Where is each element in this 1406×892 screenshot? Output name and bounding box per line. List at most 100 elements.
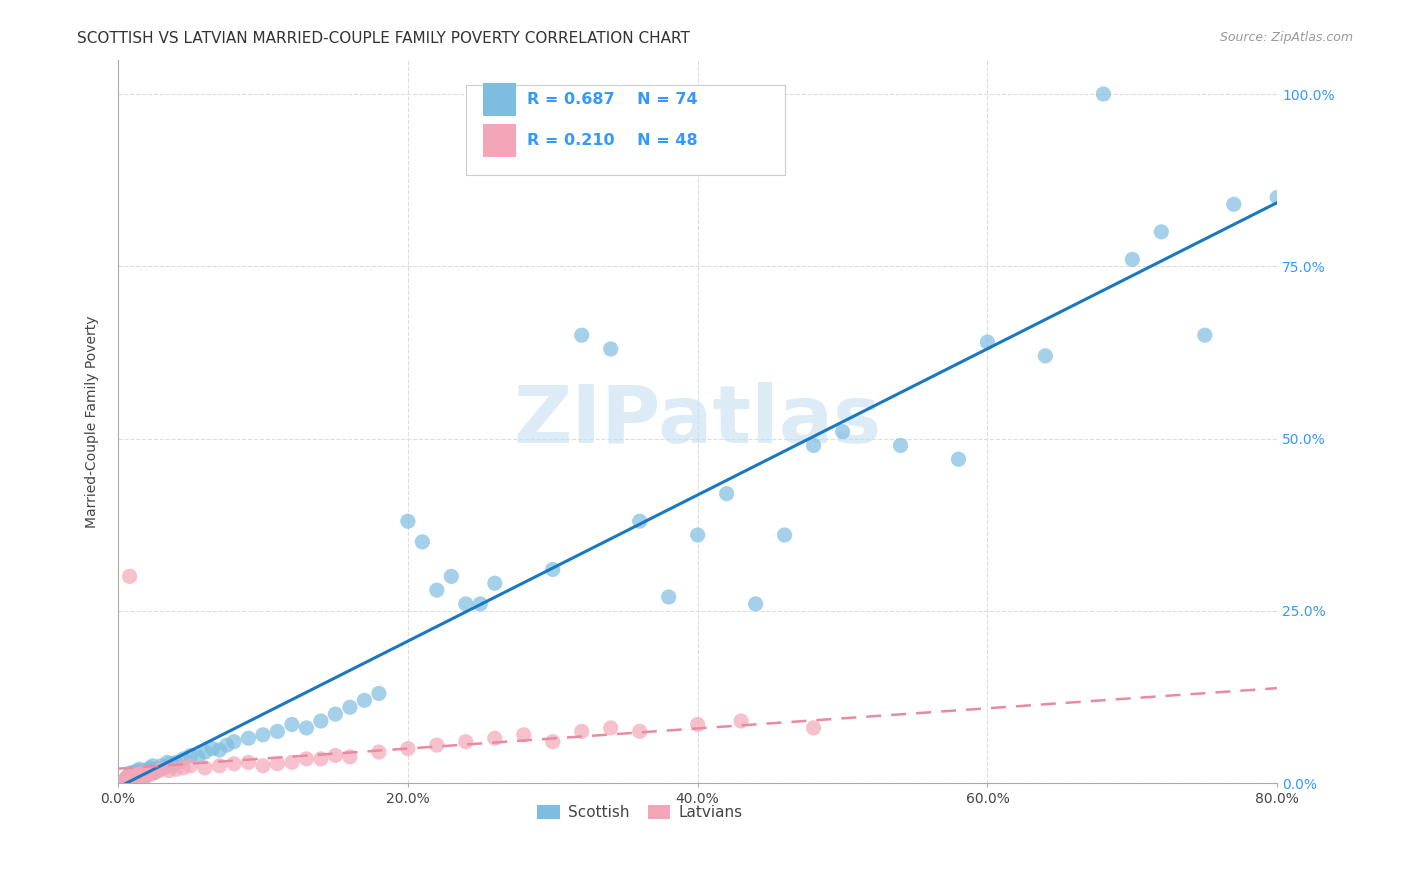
Point: [803, 721, 825, 735]
Point: [148, 764, 170, 778]
Point: [117, 769, 139, 783]
Point: [353, 693, 375, 707]
Point: [131, 768, 153, 782]
Point: [134, 769, 156, 783]
Point: [208, 743, 231, 757]
Point: [187, 749, 209, 764]
Point: [222, 756, 245, 771]
Point: [803, 438, 825, 452]
FancyBboxPatch shape: [465, 85, 785, 176]
Point: [396, 514, 419, 528]
Point: [143, 765, 166, 780]
Point: [976, 335, 998, 350]
Point: [1092, 87, 1115, 101]
Point: [150, 759, 173, 773]
Point: [115, 771, 138, 785]
Point: [201, 741, 224, 756]
Point: [339, 700, 361, 714]
Point: [136, 765, 159, 780]
Point: [440, 569, 463, 583]
Text: ZIPatlas: ZIPatlas: [513, 383, 882, 460]
Point: [117, 769, 139, 783]
Point: [122, 768, 145, 782]
Point: [165, 762, 187, 776]
Text: Source: ZipAtlas.com: Source: ZipAtlas.com: [1219, 31, 1353, 45]
Text: R = 0.210    N = 48: R = 0.210 N = 48: [527, 133, 697, 148]
Point: [628, 724, 651, 739]
Point: [172, 761, 194, 775]
Point: [162, 759, 184, 773]
Point: [120, 771, 142, 785]
Point: [309, 752, 332, 766]
Point: [1035, 349, 1057, 363]
Point: [367, 745, 389, 759]
Point: [454, 597, 477, 611]
Point: [131, 765, 153, 780]
Point: [309, 714, 332, 728]
Legend: Scottish, Latvians: Scottish, Latvians: [531, 798, 748, 826]
Point: [139, 768, 162, 782]
Point: [513, 728, 536, 742]
Point: [484, 576, 506, 591]
Point: [773, 528, 796, 542]
Point: [686, 717, 709, 731]
Point: [139, 761, 162, 775]
Point: [127, 768, 149, 782]
Y-axis label: Married-Couple Family Poverty: Married-Couple Family Poverty: [86, 315, 100, 527]
Point: [165, 756, 187, 770]
Point: [396, 741, 419, 756]
Point: [142, 759, 165, 773]
Point: [541, 562, 564, 576]
Point: [121, 769, 143, 783]
Point: [252, 759, 274, 773]
Point: [128, 769, 150, 783]
Point: [1265, 190, 1288, 204]
Point: [426, 738, 449, 752]
Point: [948, 452, 970, 467]
Point: [1194, 328, 1216, 343]
Point: [222, 735, 245, 749]
Point: [281, 717, 304, 731]
Point: [135, 768, 157, 782]
Point: [470, 597, 492, 611]
Point: [122, 769, 145, 783]
Point: [128, 762, 150, 776]
Point: [889, 438, 911, 452]
FancyBboxPatch shape: [484, 124, 516, 157]
Point: [571, 724, 593, 739]
Point: [172, 752, 194, 766]
Point: [159, 756, 181, 771]
Point: [1150, 225, 1173, 239]
Point: [208, 759, 231, 773]
Point: [179, 748, 201, 763]
Point: [135, 769, 157, 783]
Point: [125, 769, 148, 783]
Point: [367, 686, 389, 700]
Point: [238, 731, 260, 746]
Point: [730, 714, 752, 728]
Text: R = 0.687    N = 74: R = 0.687 N = 74: [527, 92, 697, 107]
Point: [127, 768, 149, 782]
Point: [686, 528, 709, 542]
Point: [136, 765, 159, 780]
Point: [454, 735, 477, 749]
Point: [118, 768, 141, 782]
Point: [141, 762, 163, 776]
Point: [148, 762, 170, 776]
Point: [1121, 252, 1143, 267]
Point: [118, 569, 141, 583]
Point: [124, 765, 146, 780]
Text: SCOTTISH VS LATVIAN MARRIED-COUPLE FAMILY POVERTY CORRELATION CHART: SCOTTISH VS LATVIAN MARRIED-COUPLE FAMIL…: [77, 31, 690, 46]
Point: [716, 486, 738, 500]
Point: [215, 738, 238, 752]
Point: [252, 728, 274, 742]
Point: [124, 771, 146, 785]
Point: [138, 764, 160, 778]
Point: [295, 721, 318, 735]
Point: [143, 765, 166, 780]
Point: [129, 765, 152, 780]
Point: [266, 724, 288, 739]
Point: [325, 707, 347, 722]
Point: [411, 535, 433, 549]
Point: [194, 761, 217, 775]
